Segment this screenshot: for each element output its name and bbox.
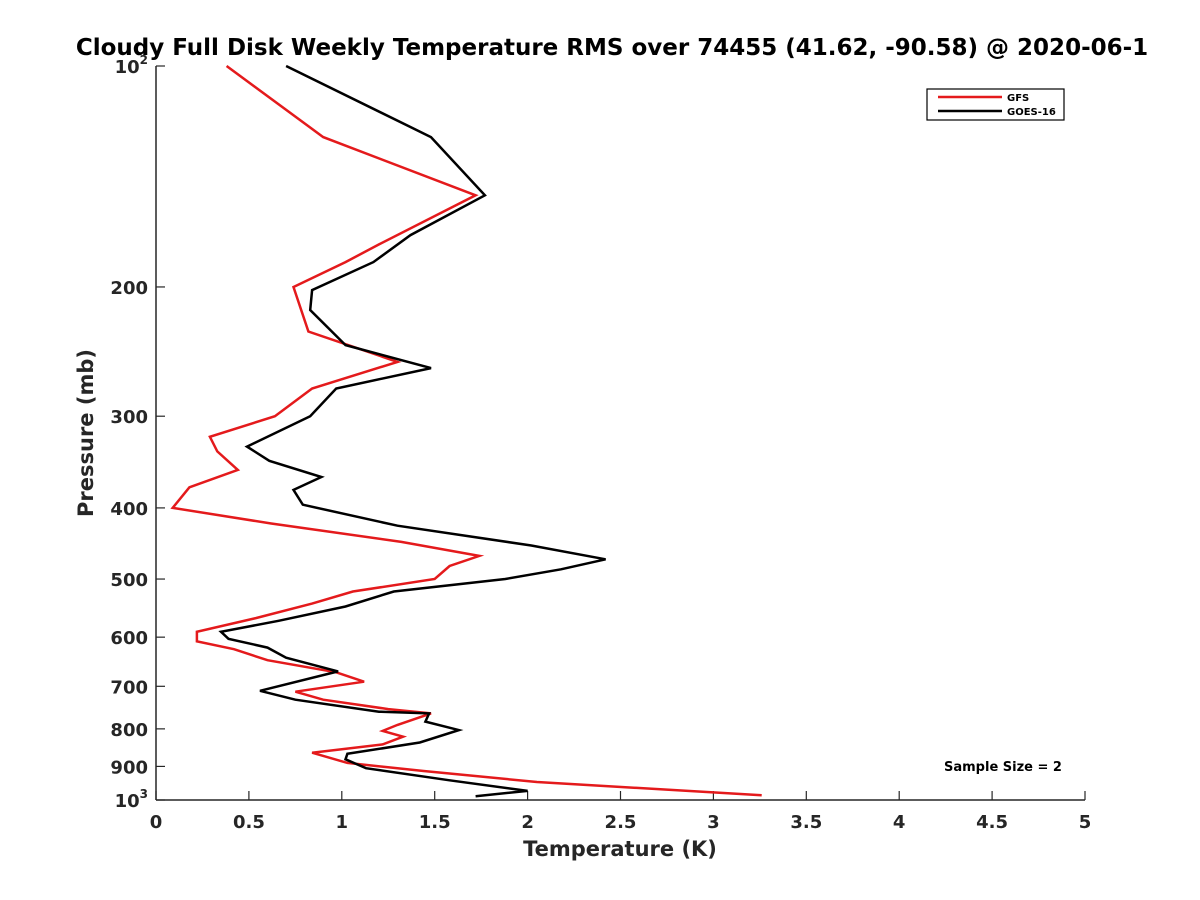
series-layer xyxy=(170,64,762,798)
y-tick-label: 800 xyxy=(110,720,148,741)
series-line-gfs xyxy=(170,64,762,797)
x-tick-label: 1 xyxy=(336,812,349,833)
y-tick-label: 300 xyxy=(110,407,148,428)
x-tick-label: 2.5 xyxy=(605,812,637,833)
x-tick-label: 2 xyxy=(521,812,534,833)
y-axis-label: Pressure (mb) xyxy=(74,349,98,517)
x-tick-label: 4 xyxy=(893,812,906,833)
y-tick-label: 600 xyxy=(110,628,148,649)
y-tick-label: 200 xyxy=(110,278,148,299)
legend-label-goes16: GOES-16 xyxy=(1007,107,1056,118)
legend-label-gfs: GFS xyxy=(1007,93,1029,104)
chart-title: Cloudy Full Disk Weekly Temperature RMS … xyxy=(76,35,1148,61)
y-tick-label: 102 xyxy=(115,53,148,78)
x-axis-label: Temperature (K) xyxy=(523,837,717,861)
x-tick-label: 1.5 xyxy=(419,812,451,833)
sample-size-annotation: Sample Size = 2 xyxy=(944,760,1062,775)
x-tick-label: 3 xyxy=(707,812,720,833)
y-tick-label: 103 xyxy=(115,787,148,812)
x-tick-label: 5 xyxy=(1079,812,1092,833)
x-tick-label: 0 xyxy=(150,812,163,833)
y-tick-label: 700 xyxy=(110,677,148,698)
x-tick-label: 3.5 xyxy=(790,812,822,833)
legend: GFS GOES-16 xyxy=(926,88,1065,121)
x-axis-ticks: 0 0.5 1 1.5 2 2.5 3 3.5 4 4.5 5 xyxy=(150,791,1092,833)
y-tick-label: 500 xyxy=(110,570,148,591)
legend-box xyxy=(926,88,1065,121)
y-tick-label: 900 xyxy=(110,757,148,778)
x-tick-label: 0.5 xyxy=(233,812,265,833)
y-axis-ticks: 102 200 300 400 500 600 700 800 900 103 xyxy=(110,53,165,812)
x-tick-label: 4.5 xyxy=(976,812,1008,833)
series-line-goes-16 xyxy=(218,64,606,798)
plot-frame xyxy=(155,66,1085,801)
y-tick-label: 400 xyxy=(110,499,148,520)
